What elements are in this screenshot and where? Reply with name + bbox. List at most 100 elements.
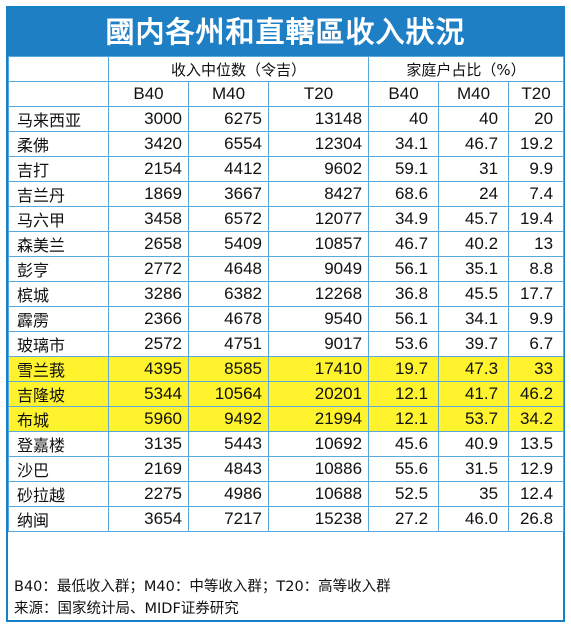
income-cell: 4648: [188, 256, 269, 282]
share-cell: 34.2: [508, 406, 565, 432]
income-cell: 5960: [108, 406, 189, 432]
share-cell: 27.2: [368, 506, 440, 532]
share-cell: 40: [438, 106, 510, 132]
source-note: 来源：国家统计局、MIDF证券研究: [14, 601, 239, 617]
state-name-cell: 吉隆坡: [8, 381, 109, 407]
income-cell: 3135: [108, 431, 189, 457]
income-table: 收入中位数（令吉） 家庭户占比（%） B40 M40 T20 B40 M40 T…: [8, 56, 565, 532]
state-name-cell: 砂拉越: [8, 481, 109, 507]
table-row: 纳闽 3654 7217 15238 27.2 46.0 26.8: [8, 506, 565, 532]
income-cell: 8427: [267, 181, 370, 207]
table-row: 雪兰莪 4395 8585 17410 19.7 47.3 33: [8, 356, 565, 382]
income-cell: 10564: [188, 381, 269, 407]
page-title: 國内各州和直轄區收入狀況: [8, 8, 563, 56]
state-name-cell: 森美兰: [8, 231, 109, 257]
share-cell: 35: [438, 481, 510, 507]
income-cell: 8585: [188, 356, 269, 382]
column-header: B40: [108, 81, 189, 107]
column-header: B40: [368, 81, 440, 107]
income-cell: 9540: [267, 306, 370, 332]
table-row: 吉隆坡 5344 10564 20201 12.1 41.7 46.2: [8, 381, 565, 407]
share-cell: 47.3: [438, 356, 510, 382]
income-cell: 7217: [188, 506, 269, 532]
income-cell: 2275: [108, 481, 189, 507]
share-cell: 17.7: [508, 281, 565, 307]
footer: B40：最低收入群；M40：中等收入群；T20：高等收入群 来源：国家统计局、M…: [14, 576, 391, 620]
share-cell: 34.1: [438, 306, 510, 332]
state-name-cell: 马六甲: [8, 206, 109, 232]
income-cell: 20201: [267, 381, 370, 407]
state-name-cell: 雪兰莪: [8, 356, 109, 382]
share-cell: 12.1: [368, 406, 440, 432]
income-cell: 4678: [188, 306, 269, 332]
share-cell: 46.2: [508, 381, 565, 407]
share-cell: 68.6: [368, 181, 440, 207]
income-cell: 2154: [108, 156, 189, 182]
income-cell: 2366: [108, 306, 189, 332]
column-header-row: B40 M40 T20 B40 M40 T20: [8, 81, 565, 107]
income-cell: 2658: [108, 231, 189, 257]
group-header-row: 收入中位数（令吉） 家庭户占比（%）: [8, 56, 565, 82]
column-header: T20: [508, 81, 565, 107]
share-cell: 34.9: [368, 206, 440, 232]
share-cell: 45.7: [438, 206, 510, 232]
share-cell: 31.5: [438, 456, 510, 482]
income-cell: 2169: [108, 456, 189, 482]
income-cell: 6275: [188, 106, 269, 132]
share-cell: 46.7: [438, 131, 510, 157]
state-name-cell: 霹雳: [8, 306, 109, 332]
income-cell: 5409: [188, 231, 269, 257]
table-body: 马来西亚 3000 6275 13148 40 40 20 柔佛 3420 6554 12304 34…: [8, 106, 565, 532]
table-row: 玻璃市 2572 4751 9017 53.6 39.7 6.7: [8, 331, 565, 357]
income-cell: 3654: [108, 506, 189, 532]
share-cell: 19.2: [508, 131, 565, 157]
share-cell: 9.9: [508, 156, 565, 182]
table-row: 沙巴 2169 4843 10886 55.6 31.5 12.9: [8, 456, 565, 482]
share-cell: 12.4: [508, 481, 565, 507]
state-name-cell: 玻璃市: [8, 331, 109, 357]
state-name-cell: 沙巴: [8, 456, 109, 482]
share-cell: 7.4: [508, 181, 565, 207]
state-name-cell: 布城: [8, 406, 109, 432]
income-cell: 10886: [267, 456, 370, 482]
table-row: 森美兰 2658 5409 10857 46.7 40.2 13: [8, 231, 565, 257]
state-name-cell: 彭亨: [8, 256, 109, 282]
income-cell: 3667: [188, 181, 269, 207]
share-cell: 46.0: [438, 506, 510, 532]
share-cell: 40.2: [438, 231, 510, 257]
share-cell: 53.7: [438, 406, 510, 432]
share-group-header: 家庭户占比（%）: [368, 56, 565, 82]
corner-cell: [8, 56, 109, 82]
income-cell: 6382: [188, 281, 269, 307]
table-row: 登嘉楼 3135 5443 10692 45.6 40.9 13.5: [8, 431, 565, 457]
column-header: M40: [438, 81, 510, 107]
income-cell: 3458: [108, 206, 189, 232]
share-cell: 45.6: [368, 431, 440, 457]
share-cell: 34.1: [368, 131, 440, 157]
income-cell: 6554: [188, 131, 269, 157]
table-row: 布城 5960 9492 21994 12.1 53.7 34.2: [8, 406, 565, 432]
table-row: 砂拉越 2275 4986 10688 52.5 35 12.4: [8, 481, 565, 507]
table-row: 吉打 2154 4412 9602 59.1 31 9.9: [8, 156, 565, 182]
state-name-cell: 槟城: [8, 281, 109, 307]
share-cell: 12.9: [508, 456, 565, 482]
state-name-cell: 吉兰丹: [8, 181, 109, 207]
income-cell: 4986: [188, 481, 269, 507]
income-cell: 9049: [267, 256, 370, 282]
state-name-cell: 马来西亚: [8, 106, 109, 132]
share-cell: 56.1: [368, 256, 440, 282]
income-cell: 4751: [188, 331, 269, 357]
share-cell: 39.7: [438, 331, 510, 357]
table-row: 彭亨 2772 4648 9049 56.1 35.1 8.8: [8, 256, 565, 282]
income-cell: 2772: [108, 256, 189, 282]
income-cell: 3000: [108, 106, 189, 132]
share-cell: 20: [508, 106, 565, 132]
income-cell: 3286: [108, 281, 189, 307]
income-cell: 9492: [188, 406, 269, 432]
income-cell: 10692: [267, 431, 370, 457]
income-cell: 2572: [108, 331, 189, 357]
share-cell: 46.7: [368, 231, 440, 257]
income-cell: 12077: [267, 206, 370, 232]
share-cell: 31: [438, 156, 510, 182]
income-cell: 5443: [188, 431, 269, 457]
